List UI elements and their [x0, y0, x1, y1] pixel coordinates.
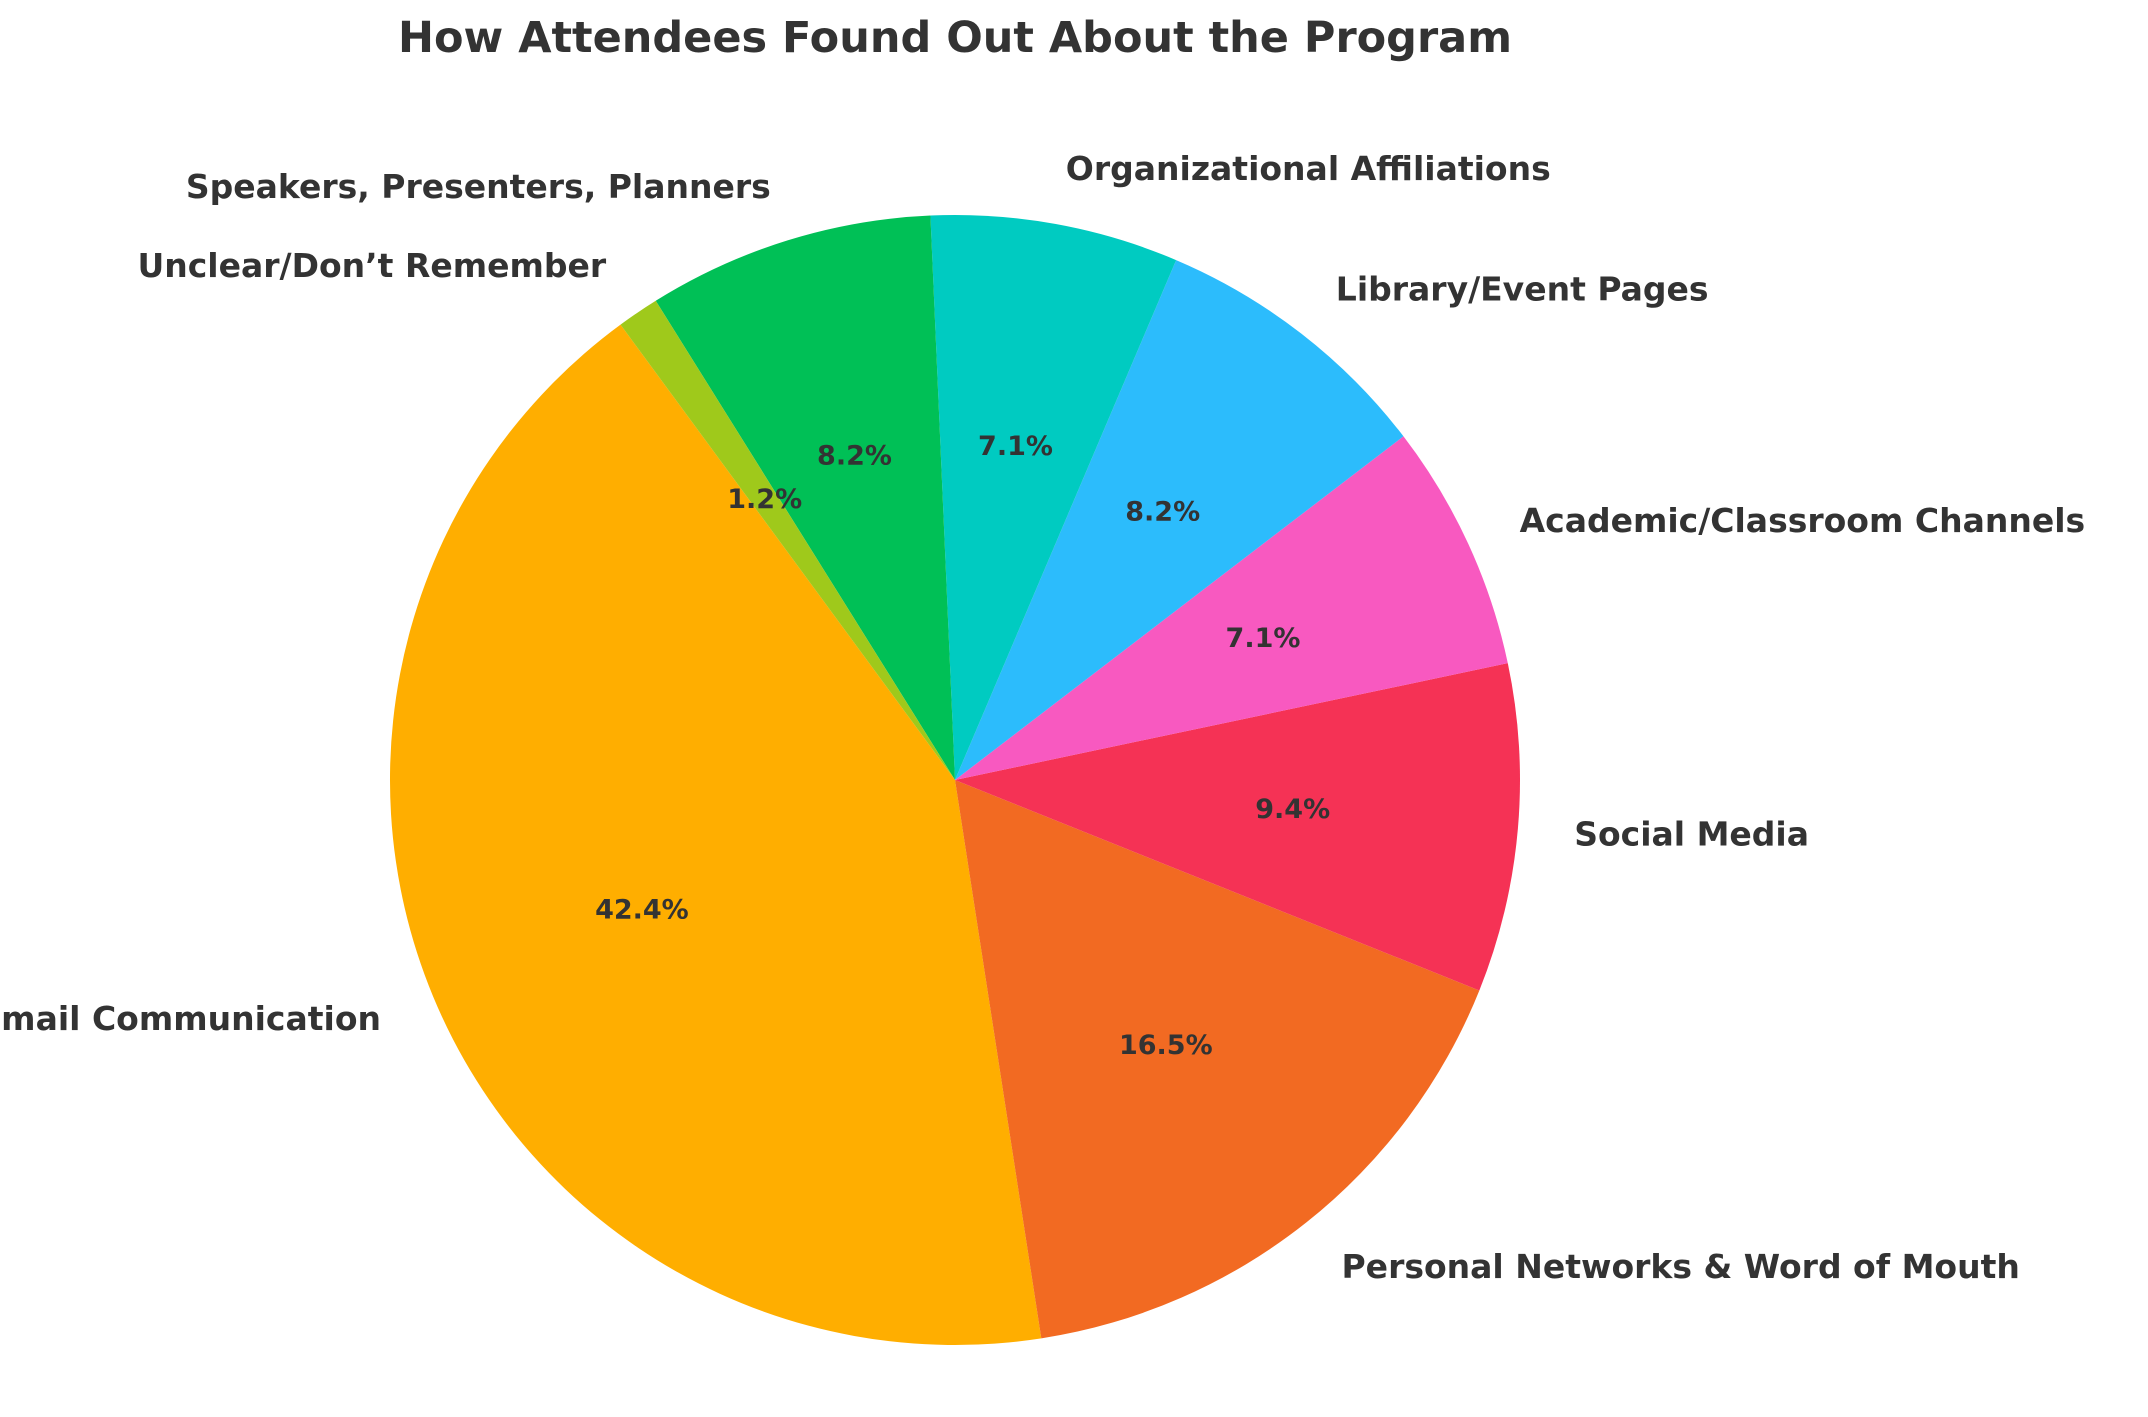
category-label-personal-networks-word-of-mouth: Personal Networks & Word of Mouth [1342, 1247, 2020, 1286]
slice-organizational-affiliations [930, 215, 1177, 781]
percent-label-organizational-affiliations: 7.1% [978, 431, 1053, 462]
slice-academic-classroom-channels [955, 436, 1508, 780]
slice-email-communication [389, 324, 1042, 1346]
percent-label-unclear-don-t-remember: 1.2% [727, 484, 802, 515]
percent-label-speakers-presenters-planners: 8.2% [817, 441, 892, 472]
percent-label-social-media: 9.4% [1255, 794, 1330, 825]
category-label-social-media: Social Media [1574, 814, 1809, 853]
category-label-library-event-pages: Library/Event Pages [1336, 269, 1709, 308]
category-label-academic-classroom-channels: Academic/Classroom Channels [1520, 501, 2086, 540]
category-labels: Email Communication Personal Networks & W… [0, 149, 2085, 1286]
slice-social-media [955, 663, 1521, 991]
percent-label-personal-networks-word-of-mouth: 16.5% [1119, 1030, 1213, 1061]
percent-label-email-communication: 42.4% [595, 895, 689, 926]
slice-library-event-pages [955, 260, 1404, 780]
category-label-organizational-affiliations: Organizational Affiliations [1066, 149, 1551, 188]
slice-speakers-presenters-planners [655, 215, 955, 781]
category-label-email-communication: Email Communication [0, 999, 381, 1038]
percent-label-library-event-pages: 8.2% [1125, 497, 1200, 528]
percent-label-academic-classroom-channels: 7.1% [1226, 623, 1301, 654]
category-label-speakers-presenters-planners: Speakers, Presenters, Planners [186, 167, 771, 206]
pie-slices [389, 215, 1521, 1346]
percent-labels: 42.4% 16.5% 9.4% 7.1% 8.2% 7.1% 8.2% 1.2% [595, 431, 1330, 1061]
slice-personal-networks-word-of-mouth [955, 780, 1480, 1339]
category-label-unclear-don-t-remember: Unclear/Don’t Remember [137, 246, 606, 285]
slice-unclear-don-t-remember [620, 300, 955, 780]
chart-title: How Attendees Found Out About the Progra… [398, 13, 1512, 63]
